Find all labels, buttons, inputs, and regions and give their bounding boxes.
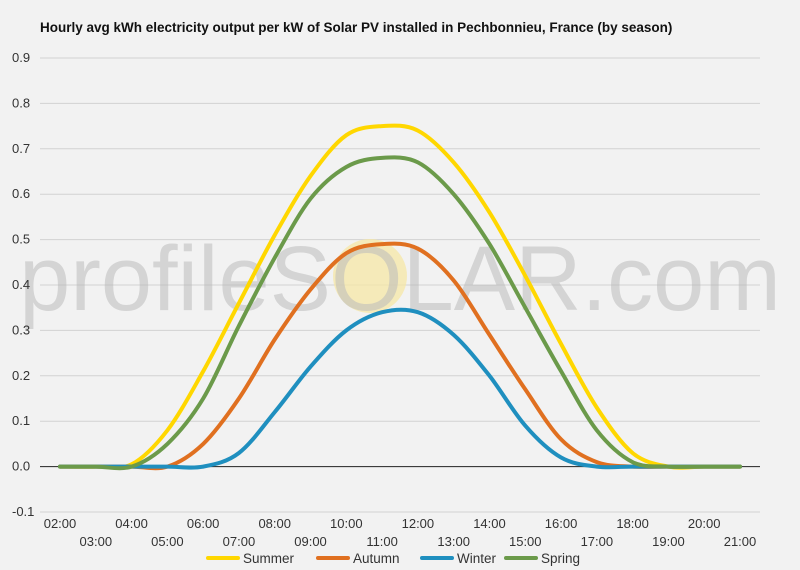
- x-tick-label: 11:00: [366, 534, 398, 549]
- x-tick-label: 10:00: [330, 516, 363, 531]
- x-tick-label: 20:00: [688, 516, 721, 531]
- legend-label: Autumn: [353, 551, 400, 566]
- x-tick-label: 19:00: [652, 534, 685, 549]
- x-tick-label: 09:00: [294, 534, 327, 549]
- x-tick-label: 16:00: [545, 516, 578, 531]
- x-tick-label: 17:00: [581, 534, 614, 549]
- y-tick-label: 0.4: [12, 277, 30, 292]
- x-tick-label: 03:00: [80, 534, 113, 549]
- x-axis-ticks: 02:00 04:00 06:00 08:00 10:00 12:00 14:00 16:00…: [44, 516, 757, 549]
- x-tick-label: 04:00: [115, 516, 148, 531]
- x-tick-label: 15:00: [509, 534, 542, 549]
- y-tick-label: 0.1: [12, 413, 30, 428]
- y-axis-ticks: -0.1 0.0 0.1 0.2 0.3 0.4 0.5 0.6 0.7 0.8 0.9: [12, 50, 34, 519]
- y-tick-label: 0.5: [12, 232, 30, 247]
- y-tick-label: 0.9: [12, 50, 30, 65]
- x-tick-label: 12:00: [402, 516, 435, 531]
- x-tick-label: 02:00: [44, 516, 77, 531]
- y-tick-label: 0.0: [12, 459, 30, 474]
- legend: Summer Autumn Winter Spring: [206, 551, 580, 566]
- x-tick-label: 21:00: [724, 534, 757, 549]
- x-tick-label: 07:00: [223, 534, 256, 549]
- x-tick-label: 06:00: [187, 516, 220, 531]
- x-tick-label: 13:00: [437, 534, 470, 549]
- chart-title: Hourly avg kWh electricity output per kW…: [40, 20, 672, 35]
- y-tick-label: 0.8: [12, 95, 30, 110]
- x-tick-label: 08:00: [258, 516, 291, 531]
- y-tick-label: 0.7: [12, 141, 30, 156]
- y-tick-label: 0.6: [12, 186, 30, 201]
- watermark-sun-icon: [333, 239, 407, 313]
- y-tick-label: 0.2: [12, 368, 30, 383]
- y-tick-label: -0.1: [12, 504, 34, 519]
- series-lines: [58, 123, 742, 471]
- series-line-summer: [58, 123, 742, 470]
- x-tick-label: 18:00: [616, 516, 649, 531]
- series-line-winter: [58, 307, 742, 470]
- legend-label: Winter: [457, 551, 497, 566]
- x-tick-label: 05:00: [151, 534, 184, 549]
- x-tick-label: 14:00: [473, 516, 506, 531]
- legend-label: Spring: [541, 551, 580, 566]
- series-line-spring: [58, 155, 742, 471]
- y-tick-label: 0.3: [12, 322, 30, 337]
- legend-label: Summer: [243, 551, 295, 566]
